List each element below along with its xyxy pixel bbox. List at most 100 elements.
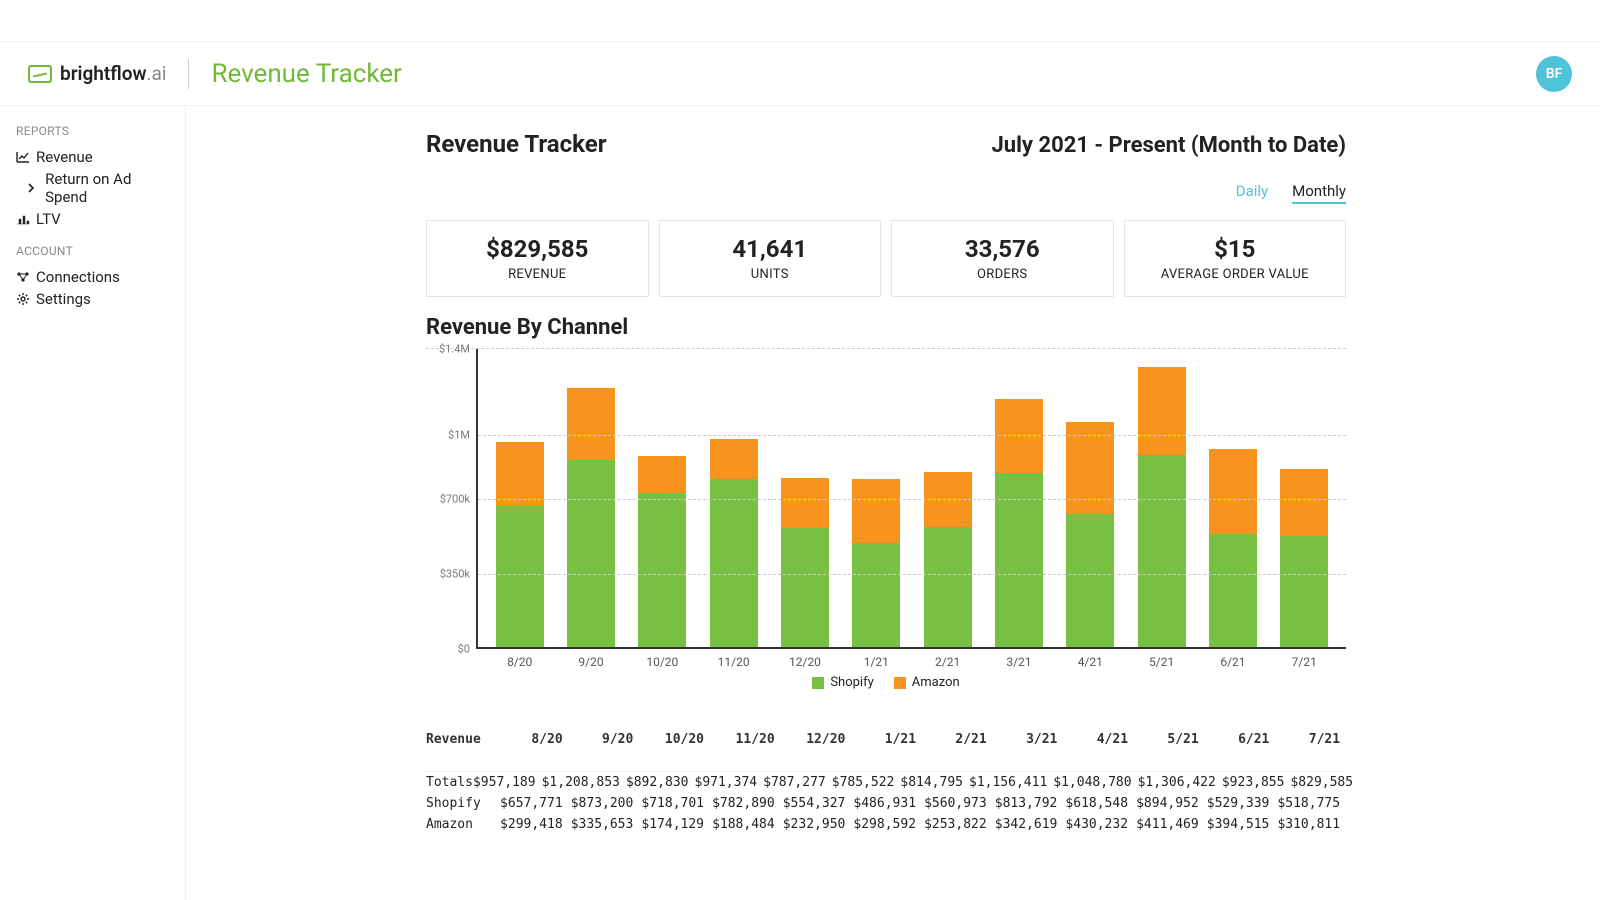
table-header-label: Revenue xyxy=(426,732,498,747)
legend-label: Shopify xyxy=(830,675,873,690)
browser-chrome-spacer xyxy=(0,0,1600,42)
sidebar-item-settings[interactable]: Settings xyxy=(16,288,169,310)
logo-icon xyxy=(28,65,52,83)
bar-segment-amazon xyxy=(781,478,829,528)
date-range: July 2021 - Present (Month to Date) xyxy=(991,133,1346,158)
x-tick-label: 6/21 xyxy=(1197,655,1268,669)
table-cell: $335,653 xyxy=(569,817,640,832)
sidebar-item-label: LTV xyxy=(36,210,61,228)
table-cell: $342,619 xyxy=(993,817,1064,832)
chart-bar-icon xyxy=(16,213,30,225)
tab-monthly[interactable]: Monthly xyxy=(1292,182,1346,204)
table-cell: $813,792 xyxy=(993,796,1064,811)
bar-segment-shopify xyxy=(567,460,615,647)
y-tick-label: $1M xyxy=(448,428,470,441)
bar-segment-amazon xyxy=(1066,422,1114,514)
table-row-totals: Totals$957,189$1,208,853$892,830$971,374… xyxy=(426,772,1346,793)
sidebar-item-connections[interactable]: Connections xyxy=(16,266,169,288)
table-cell: $1,156,411 xyxy=(969,775,1053,790)
logo-text: brightflow.ai xyxy=(60,62,166,85)
table-cell: $892,830 xyxy=(626,775,695,790)
bar-segment-amazon xyxy=(638,456,686,493)
kpi-label: UNITS xyxy=(668,267,873,282)
chevron-right-icon xyxy=(26,183,39,193)
chart-line-icon xyxy=(16,151,30,163)
kpi-value: 33,576 xyxy=(900,235,1105,263)
table-cell: $1,208,853 xyxy=(542,775,626,790)
kpi-value: $15 xyxy=(1133,235,1338,263)
bar-segment-amazon xyxy=(852,479,900,543)
chart-x-axis: 8/209/2010/2011/2012/201/212/213/214/215… xyxy=(478,649,1346,669)
table-header-row: Revenue8/209/2010/2011/2012/201/212/213/… xyxy=(426,708,1346,772)
tab-daily[interactable]: Daily xyxy=(1236,182,1268,204)
table-header-cell: 7/21 xyxy=(1275,732,1346,747)
table-header-cell: 3/21 xyxy=(993,732,1064,747)
kpi-units: 41,641UNITS xyxy=(659,220,882,297)
table-cell: $554,327 xyxy=(781,796,852,811)
bar-segment-shopify xyxy=(852,543,900,647)
sidebar-section-label: REPORTS xyxy=(16,124,169,138)
bar-6-21[interactable] xyxy=(1197,449,1268,647)
table-cell: $394,515 xyxy=(1205,817,1276,832)
bar-3-21[interactable] xyxy=(983,399,1054,647)
bar-segment-shopify xyxy=(924,527,972,647)
bar-5-21[interactable] xyxy=(1126,367,1197,647)
table-cell: $718,701 xyxy=(639,796,710,811)
sidebar-item-ltv[interactable]: LTV xyxy=(16,208,169,230)
avatar[interactable]: BF xyxy=(1536,56,1572,92)
table-cell: $923,855 xyxy=(1222,775,1291,790)
table-row-shopify: Shopify$657,771$873,200$718,701$782,890$… xyxy=(426,793,1346,814)
kpi-average-order-value: $15 AVERAGE ORDER VALUE xyxy=(1124,220,1347,297)
x-tick-label: 7/21 xyxy=(1269,655,1340,669)
table-cell: $829,585 xyxy=(1290,775,1359,790)
app-header: brightflow.ai Revenue Tracker BF xyxy=(0,42,1600,106)
page-name: Revenue Tracker xyxy=(211,59,401,89)
connections-icon xyxy=(16,271,30,283)
bar-7-21[interactable] xyxy=(1269,469,1340,647)
table-cell: $174,129 xyxy=(639,817,710,832)
bar-segment-amazon xyxy=(1209,449,1257,534)
table-cell: $1,048,780 xyxy=(1053,775,1137,790)
bar-segment-shopify xyxy=(781,528,829,647)
table-cell: $232,950 xyxy=(781,817,852,832)
logo[interactable]: brightflow.ai xyxy=(28,62,166,85)
bar-4-21[interactable] xyxy=(1055,422,1126,647)
x-tick-label: 2/21 xyxy=(912,655,983,669)
sidebar-item-revenue[interactable]: Revenue xyxy=(16,146,169,168)
sidebar-item-return-on-ad-spend[interactable]: Return on Ad Spend xyxy=(16,168,169,208)
kpi-label: AVERAGE ORDER VALUE xyxy=(1133,267,1338,282)
y-tick-label: $1.4M xyxy=(439,343,470,356)
gear-icon xyxy=(16,292,30,306)
table-cell: $310,811 xyxy=(1275,817,1346,832)
x-tick-label: 5/21 xyxy=(1126,655,1197,669)
table-cell: $785,522 xyxy=(832,775,901,790)
x-tick-label: 12/20 xyxy=(769,655,840,669)
divider xyxy=(188,59,189,89)
y-tick-label: $700k xyxy=(440,493,470,506)
sidebar: REPORTSRevenueReturn on Ad SpendLTVACCOU… xyxy=(0,106,186,900)
table-cell: $957,189 xyxy=(473,775,542,790)
bar-9-20[interactable] xyxy=(555,388,626,647)
bar-segment-shopify xyxy=(1138,455,1186,647)
y-tick-label: $350k xyxy=(440,568,470,581)
table-cell: $873,200 xyxy=(569,796,640,811)
bar-8-20[interactable] xyxy=(484,442,555,647)
bar-1-21[interactable] xyxy=(841,479,912,647)
x-tick-label: 9/20 xyxy=(555,655,626,669)
legend-item-shopify[interactable]: Shopify xyxy=(812,675,873,690)
grid-line xyxy=(478,574,1346,575)
chart-title: Revenue By Channel xyxy=(426,315,1346,340)
x-tick-label: 10/20 xyxy=(627,655,698,669)
y-tick-label: $0 xyxy=(458,643,470,656)
bar-12-20[interactable] xyxy=(769,478,840,647)
bar-11-20[interactable] xyxy=(698,439,769,647)
table-cell: $787,277 xyxy=(763,775,832,790)
sidebar-item-label: Connections xyxy=(36,268,120,286)
legend-item-amazon[interactable]: Amazon xyxy=(894,675,960,690)
bar-10-20[interactable] xyxy=(627,456,698,647)
bar-segment-shopify xyxy=(1066,514,1114,647)
sidebar-item-label: Revenue xyxy=(36,148,93,166)
revenue-chart: $0$350k$700k$1M$1.4M 8/209/2010/2011/201… xyxy=(426,348,1346,690)
kpi-revenue: $829,585REVENUE xyxy=(426,220,649,297)
table-cell: $618,548 xyxy=(1063,796,1134,811)
